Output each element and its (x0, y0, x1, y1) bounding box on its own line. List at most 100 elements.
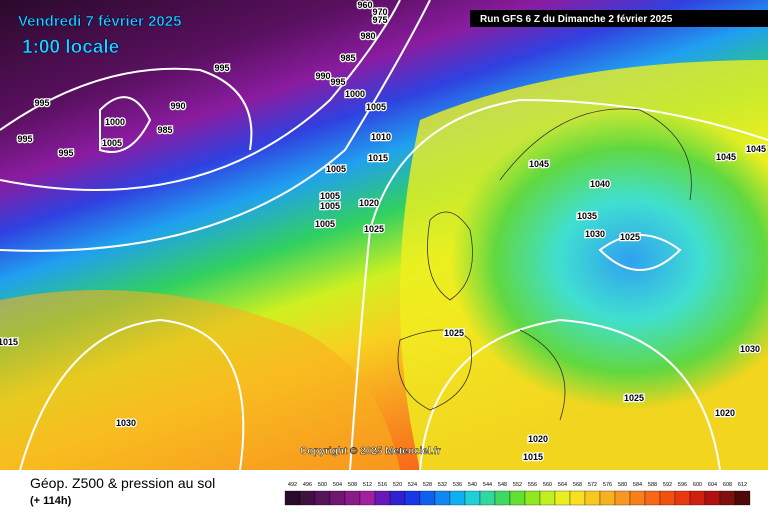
scale-label: 548 (498, 482, 507, 488)
scale-swatch (599, 490, 616, 506)
isobar-label: 1015 (523, 452, 543, 462)
scale-label: 512 (363, 482, 372, 488)
scale-swatch (494, 490, 511, 506)
isobar-label: 1035 (577, 211, 597, 221)
scale-label: 584 (633, 482, 642, 488)
scale-swatch (674, 490, 691, 506)
isobar-label: 1010 (371, 132, 391, 142)
scale-label: 600 (693, 482, 702, 488)
scale-swatch (419, 490, 436, 506)
scale-swatch (314, 490, 331, 506)
scale-swatch (479, 490, 496, 506)
scale-swatch (434, 490, 451, 506)
isobar-label: 1000 (345, 89, 365, 99)
run-info: Run GFS 6 Z du Dimanche 2 février 2025 (480, 14, 673, 25)
scale-label: 508 (348, 482, 357, 488)
isobar-label: 1020 (359, 198, 379, 208)
scale-swatch (734, 490, 751, 506)
isobar-label: 1005 (315, 219, 335, 229)
scale-label: 516 (378, 482, 387, 488)
isobar-label: 1025 (620, 232, 640, 242)
scale-swatch (569, 490, 586, 506)
coastlines (397, 108, 692, 421)
scale-label: 544 (483, 482, 492, 488)
isobar-label: 995 (214, 63, 229, 73)
scale-label: 492 (288, 482, 297, 488)
scale-swatch (659, 490, 676, 506)
scale-label: 588 (648, 482, 657, 488)
isobar-label: 1020 (528, 434, 548, 444)
footer-subtitle: (+ 114h) (30, 495, 72, 507)
scale-label: 572 (588, 482, 597, 488)
scale-swatch (629, 490, 646, 506)
isobar-label: 990 (170, 101, 185, 111)
scale-label: 608 (723, 482, 732, 488)
scale-swatch (584, 490, 601, 506)
isobar-label: 1045 (716, 152, 736, 162)
scale-label: 540 (468, 482, 477, 488)
isobar-label: 1005 (320, 201, 340, 211)
isobar-label: 1025 (364, 224, 384, 234)
scale-label: 580 (618, 482, 627, 488)
scale-label: 576 (603, 482, 612, 488)
isobar-label: 1000 (105, 117, 125, 127)
scale-swatch (524, 490, 541, 506)
isobar-label: 995 (17, 134, 32, 144)
map: 9609709759809859909959951000100599099510… (0, 0, 768, 471)
run-banner (470, 10, 768, 27)
scale-swatch (284, 490, 301, 506)
orange-field (0, 290, 400, 470)
scale-swatch (374, 490, 391, 506)
scale-swatch (299, 490, 316, 506)
isobar-label: 1045 (746, 144, 766, 154)
scale-label: 552 (513, 482, 522, 488)
isobar-label: 975 (372, 15, 387, 25)
scale-swatch (344, 490, 361, 506)
isobar-label: 1030 (116, 418, 136, 428)
isobar-label: 1030 (740, 344, 760, 354)
footer-title: Géop. Z500 & pression au sol (30, 475, 215, 491)
scale-swatch (359, 490, 376, 506)
isobar-label: 1015 (0, 337, 18, 347)
scale-swatch (404, 490, 421, 506)
isobar-label: 985 (340, 53, 355, 63)
isobar-label: 960 (357, 0, 372, 10)
isobar-label: 1025 (624, 393, 644, 403)
isobar-label: 995 (330, 77, 345, 87)
scale-label: 496 (303, 482, 312, 488)
isobar-label: 970 (372, 7, 387, 17)
scale-label: 528 (423, 482, 432, 488)
scale-swatch (704, 490, 721, 506)
scale-label: 500 (318, 482, 327, 488)
isobar-labels: 9609709759809859909959951000100599099510… (0, 0, 767, 463)
forecast-date: Vendredi 7 février 2025 (18, 13, 181, 30)
scale-label: 556 (528, 482, 537, 488)
scale-label: 612 (738, 482, 747, 488)
scale-swatch (389, 490, 406, 506)
forecast-time: 1:00 locale (22, 37, 119, 58)
isobar-label: 1005 (320, 191, 340, 201)
isobar-label: 1045 (529, 159, 549, 169)
color-scale: 492 496 500 504 508 512 516 520 524 528 532 536 540 5… (284, 482, 751, 506)
isobar-label: 995 (58, 148, 73, 158)
scale-label: 520 (393, 482, 402, 488)
isobar-label: 1030 (585, 229, 605, 239)
isobar-label: 1025 (444, 328, 464, 338)
scale-swatch (539, 490, 556, 506)
isobar-label: 1015 (368, 153, 388, 163)
isobar-label: 995 (34, 98, 49, 108)
scale-label: 564 (558, 482, 567, 488)
scale-label: 524 (408, 482, 417, 488)
scale-label: 532 (438, 482, 447, 488)
scale-swatch (644, 490, 661, 506)
scale-swatch (719, 490, 736, 506)
scale-swatch (509, 490, 526, 506)
scale-swatch (449, 490, 466, 506)
scale-label: 536 (453, 482, 462, 488)
isobar-label: 1005 (366, 102, 386, 112)
scale-swatch (464, 490, 481, 506)
isobar-label: 1020 (715, 408, 735, 418)
scale-label: 592 (663, 482, 672, 488)
scale-swatch (329, 490, 346, 506)
